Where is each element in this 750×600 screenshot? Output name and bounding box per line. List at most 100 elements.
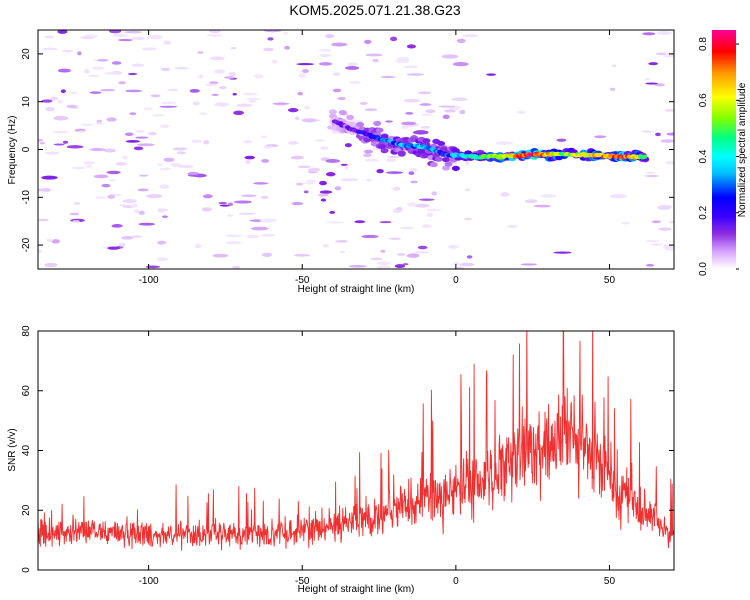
heatmap-cell [187,171,200,175]
heatmap-cell [131,36,145,41]
heatmap-cell [138,210,145,215]
heatmap-cell [106,117,117,122]
heatmap-cell [291,201,304,206]
heatmap-cell [447,244,460,249]
heatmap-cell [314,139,325,142]
heatmap-cell [104,71,119,75]
heatmap-cell [325,34,335,39]
heatmap-cell [372,58,379,63]
heatmap-cell [57,68,71,73]
heatmap-cell [466,255,473,259]
heatmap-cell [38,218,49,222]
heatmap-cell [331,42,348,47]
heatmap-cell [376,261,391,266]
heatmap-cell [109,30,122,34]
snr-x-tick-label: 0 [453,576,459,587]
heatmap-cell [150,94,161,98]
heatmap-cell [192,101,200,106]
heatmap-cell [403,98,421,103]
heatmap-cell [459,109,466,115]
spectrogram-y-tick-label: -10 [21,190,32,205]
heatmap-cell [133,146,144,151]
heatmap-cell [380,75,396,79]
heatmap-cell [241,194,257,198]
heatmap-cell [302,68,309,74]
heatmap-cell [283,32,289,35]
heatmap-cell [417,245,428,250]
heatmap-cell [122,155,128,160]
heatmap-cell [361,234,379,239]
heatmap-cell [157,208,165,213]
heatmap-cell [117,38,133,42]
heatmap-cell [540,194,557,198]
colorbar-label: Normalized spectral amplitude [737,82,748,217]
heatmap-cell [441,54,459,59]
spectrogram-y-tick-label: 10 [21,96,32,108]
heatmap-cell [44,262,58,268]
heatmap-cell [290,155,305,160]
heatmap-cell [112,33,128,38]
heatmap-cell [462,34,479,38]
heatmap-cell [57,99,63,104]
heatmap-cell [364,39,372,44]
heatmap-cell [138,222,156,226]
heatmap-cell [642,32,656,36]
heatmap-cell [620,221,631,225]
heatmap-cell [137,188,149,192]
heatmap-cell [288,141,299,145]
heatmap-cell [422,224,432,229]
heatmap-cell [302,182,315,185]
heatmap-cell [308,167,321,172]
snr-y-tick-label: 20 [21,504,32,516]
heatmap-cell [644,174,660,178]
chart-title: KOM5.2025.071.21.38.G23 [289,2,461,18]
heatmap-cell [38,139,44,142]
heatmap-cell [135,136,149,139]
snr-y-axis-label: SNR (v/v) [7,428,18,471]
heatmap-cell [91,66,105,70]
heatmap-cell [271,59,278,64]
heatmap-cell [417,91,432,95]
heatmap-cell [62,49,74,53]
heatmap-cell [71,166,86,170]
heatmap-cell [495,141,513,145]
heatmap-cell [345,66,360,70]
heatmap-cell [211,93,219,97]
snr-y-tick-label: 60 [21,385,32,397]
heatmap-cell [44,35,54,39]
heatmap-cell [322,243,329,248]
heatmap-cell [176,151,187,155]
heatmap-cell [420,126,431,129]
spectrogram-x-tick-label: -50 [295,275,310,286]
heatmap-cell [464,188,471,192]
heatmap-cell [386,156,401,159]
heatmap-cell [660,139,674,143]
heatmap-cell [520,263,537,266]
heatmap-cell [148,132,157,136]
heatmap-cell [260,195,269,200]
heatmap-cell [379,221,392,224]
heatmap-cell [657,205,672,210]
heatmap-cell [420,113,433,116]
heatmap-cell [354,220,366,224]
heatmap-cell [212,253,229,258]
colorbar-tick-label: 0.8 [698,37,709,51]
heatmap-cell [51,239,60,244]
heatmap-cell [297,165,312,168]
heatmap-cell [80,123,94,126]
heatmap-cell [111,224,123,228]
spectrogram-y-tick-label: 20 [21,48,32,60]
heatmap-cell [380,249,386,253]
heatmap-cell [507,225,518,228]
heatmap-cell [121,236,134,240]
heatmap-cell [218,201,227,205]
heatmap-cell [53,115,69,121]
heatmap-cell [304,105,310,110]
heatmap-cell [325,159,341,163]
heatmap-cell [41,175,58,180]
heatmap-cell [84,69,90,74]
heatmap-cell [403,65,418,69]
heatmap-cell [202,194,213,199]
heatmap-cell [167,88,179,92]
heatmap-cell [306,179,317,183]
